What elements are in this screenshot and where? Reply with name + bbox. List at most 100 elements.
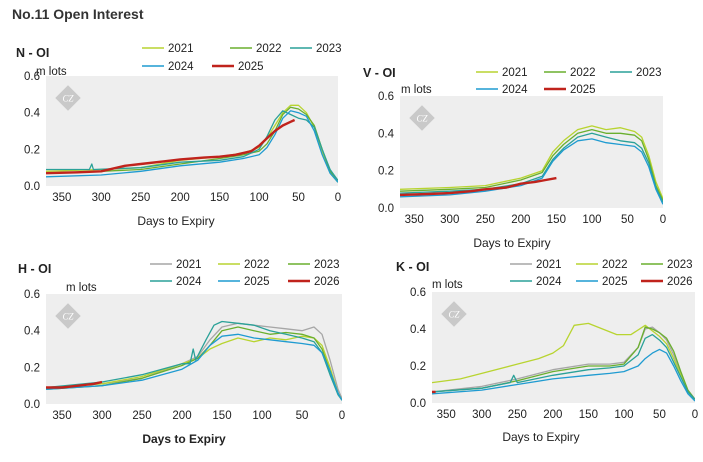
legend-label: 2023 [314, 259, 340, 271]
x-tick-label: 200 [171, 192, 190, 204]
plot-area [46, 76, 338, 186]
x-tick-label: 150 [210, 192, 229, 204]
legend-label: 2025 [238, 61, 264, 73]
series-line-2023 [432, 326, 695, 400]
legend-label: 2022 [244, 259, 270, 271]
chart-panel-1: CZ N - OI m lots 0.0 0.2 0.4 0.6 350 300 250 200 15… [16, 43, 342, 228]
x-tick-label: 0 [339, 410, 345, 422]
y-tick-label: 0.0 [378, 203, 394, 215]
series-group [46, 104, 338, 183]
svg-text:CZ: CZ [62, 312, 74, 322]
x-tick-label: 250 [131, 192, 150, 204]
legend-label: 2022 [256, 43, 282, 55]
x-tick-label: 300 [440, 214, 459, 226]
x-tick-label: 150 [579, 409, 598, 421]
y-tick-label: 0.4 [24, 326, 41, 338]
legend-label: 2024 [176, 276, 202, 288]
x-tick-label: 100 [614, 409, 633, 421]
x-tick-label: 350 [52, 410, 71, 422]
watermark-logo: CZ [55, 303, 81, 329]
legend-label: 2024 [502, 84, 528, 96]
x-tick-label: 50 [296, 410, 309, 422]
series-group [46, 320, 342, 401]
y-tick-label: 0.4 [378, 128, 395, 140]
legend-label: 2023 [636, 67, 662, 79]
series-line-2023 [46, 110, 338, 181]
x-tick-label: 50 [653, 409, 666, 421]
y-tick-label: 0.0 [24, 181, 40, 193]
legend-label: 2025 [570, 84, 596, 96]
chart-panel-4: CZ K - OIm lots 0.0 0.2 0.4 0.6 350 300 250 200 15… [396, 259, 698, 444]
y-axis-unit-label: m lots [66, 282, 97, 294]
series-line-2024 [46, 110, 338, 183]
y-tick-label: 0.6 [378, 91, 394, 103]
legend-label: 2025 [602, 276, 628, 288]
series-line-2026 [46, 380, 103, 389]
legend-label: 2026 [314, 276, 340, 288]
watermark-logo: CZ [55, 85, 81, 111]
x-axis-label: Days to Expiry [502, 430, 579, 444]
series-line-2021 [400, 125, 663, 199]
x-tick-label: 300 [92, 410, 111, 422]
x-tick-label: 300 [472, 409, 491, 421]
series-line-2023 [400, 132, 663, 203]
x-tick-label: 100 [252, 410, 271, 422]
x-tick-label: 0 [335, 192, 341, 204]
plot-area [432, 292, 695, 403]
legend: 2021 2022 2023 2024 2025 [476, 67, 662, 96]
legend-label: 2024 [168, 61, 194, 73]
series-group [400, 125, 663, 205]
svg-text:CZ: CZ [62, 94, 74, 104]
watermark-logo: CZ [441, 301, 467, 327]
chart-title: H - OI [18, 262, 51, 276]
y-tick-label: 0.4 [410, 324, 427, 336]
series-line-2025 [432, 348, 695, 402]
y-tick-label: 0.6 [24, 71, 40, 83]
chart-title: V - OI [363, 66, 396, 80]
series-line-2025 [46, 333, 342, 401]
y-tick-label: 0.6 [410, 287, 426, 299]
y-tick-label: 0.2 [410, 361, 426, 373]
series-line-2022 [432, 322, 695, 400]
x-tick-label: 100 [249, 192, 268, 204]
x-tick-label: 250 [508, 409, 527, 421]
legend-label: 2021 [502, 67, 528, 79]
legend-label: 2021 [168, 43, 194, 55]
y-axis-unit-label: m lots [432, 279, 463, 291]
series-line-2025 [400, 176, 557, 197]
y-tick-label: 0.4 [24, 108, 41, 120]
series-line-2023 [46, 326, 342, 401]
x-tick-label: 200 [511, 214, 530, 226]
series-group [432, 322, 695, 402]
y-axis-unit-label: m lots [401, 84, 432, 96]
x-tick-label: 300 [92, 192, 111, 204]
x-tick-label: 150 [212, 410, 231, 422]
chart-panel-3: CZ H - OI m lots 0.0 0.2 0.4 0.6 350 300 250 200 15… [18, 259, 345, 446]
x-tick-label: 350 [52, 192, 71, 204]
x-tick-label: 0 [660, 214, 666, 226]
x-tick-label: 150 [547, 214, 566, 226]
x-tick-label: 250 [476, 214, 495, 226]
watermark-logo: CZ [409, 105, 435, 131]
legend: 2021 2022 2023 2024 2025 [142, 43, 342, 73]
x-tick-label: 200 [543, 409, 562, 421]
plot-area [46, 294, 342, 404]
y-tick-label: 0.0 [410, 398, 426, 410]
page-title: No.11 Open Interest [12, 6, 144, 22]
legend-label: 2022 [570, 67, 596, 79]
legend-label: 2023 [316, 43, 342, 55]
x-axis-label: Days to Expiry [142, 432, 226, 446]
legend: 2021 2022 2023 2024 2025 2026 [510, 259, 693, 288]
x-tick-label: 100 [582, 214, 601, 226]
y-axis-unit-label: m lots [36, 66, 67, 78]
y-tick-label: 0.0 [24, 399, 40, 411]
legend: 2021 2022 2023 2024 2025 2026 [150, 259, 340, 288]
svg-text:CZ: CZ [416, 114, 428, 124]
x-tick-label: 250 [132, 410, 151, 422]
chart-title: N - OI [16, 46, 49, 60]
chart-title: K - OI [396, 260, 429, 274]
legend-label: 2024 [536, 276, 562, 288]
x-tick-label: 350 [405, 214, 424, 226]
y-tick-label: 0.2 [378, 166, 394, 178]
